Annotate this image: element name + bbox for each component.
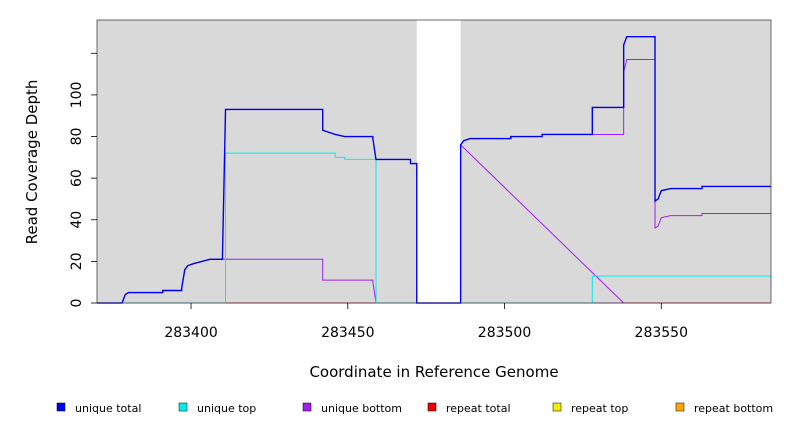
legend-label: repeat total	[446, 402, 511, 415]
legend-swatch-unique-total	[56, 402, 66, 412]
legend-swatch-repeat-top	[552, 402, 562, 412]
legend-swatch-repeat-bottom	[675, 402, 685, 412]
legend-swatch-repeat-total	[427, 402, 437, 412]
gap-region	[416, 20, 461, 303]
x-axis: 283400 283450 283500 283550	[164, 303, 688, 341]
y-tick-label: 100	[69, 82, 85, 109]
y-axis: 0 20 40 60 80 100	[69, 52, 97, 308]
y-tick-label: 80	[69, 128, 85, 146]
x-tick-label: 283500	[478, 325, 531, 341]
y-tick-label: 40	[69, 211, 85, 229]
y-tick-label: 60	[69, 169, 85, 187]
legend-label: unique top	[197, 402, 256, 415]
legend: unique total unique top unique bottom repea…	[56, 402, 773, 415]
x-tick-label: 283450	[321, 325, 374, 341]
x-tick-label: 283550	[635, 325, 688, 341]
series-line-unique-total	[97, 35, 771, 304]
legend-swatch-unique-bottom	[302, 402, 312, 412]
x-tick-label: 283400	[164, 325, 217, 341]
legend-label: repeat bottom	[694, 402, 773, 415]
x-axis-label: Coordinate in Reference Genome	[309, 363, 558, 381]
legend-label: unique bottom	[321, 402, 402, 415]
legend-swatch-unique-top	[178, 402, 188, 412]
plot-frame	[96, 19, 772, 304]
y-tick-label: 0	[69, 299, 85, 308]
legend-label: unique total	[75, 402, 141, 415]
y-tick-label: 20	[69, 252, 85, 270]
y-axis-label: Read Coverage Depth	[23, 80, 41, 245]
legend-label: repeat top	[571, 402, 628, 415]
